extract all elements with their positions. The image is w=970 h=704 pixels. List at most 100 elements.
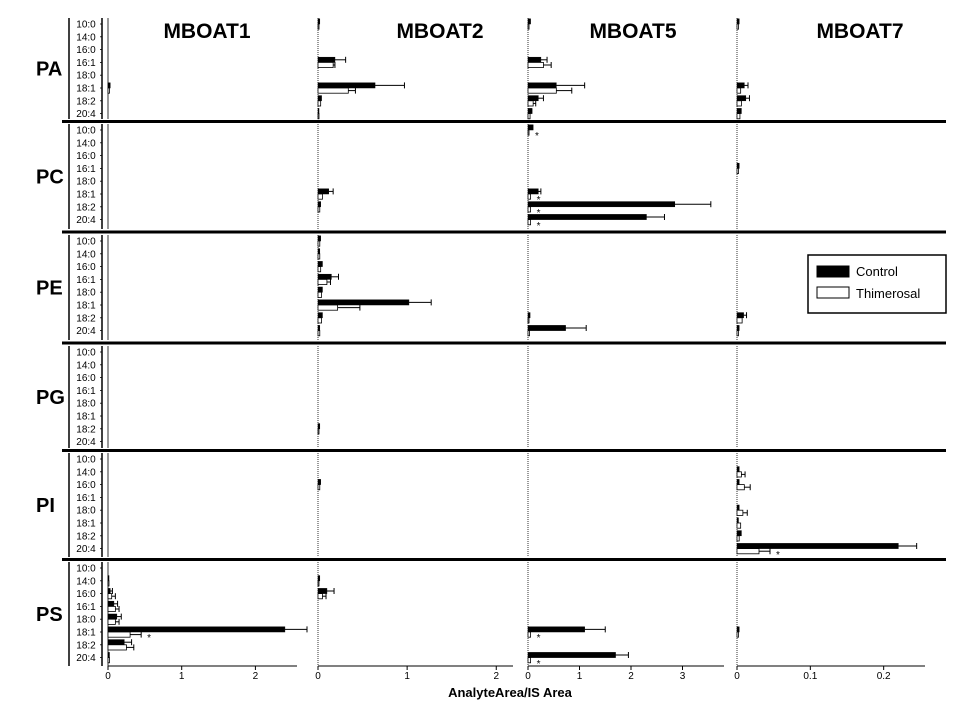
category-label: 18:2 <box>76 424 96 435</box>
category-label: 18:0 <box>76 71 96 82</box>
x-tick-label: 2 <box>253 671 259 682</box>
bar-control <box>107 652 110 658</box>
row-label-PA: PA <box>36 59 62 81</box>
x-axis-label: AnalyteArea/IS Area <box>448 685 573 700</box>
bar-control <box>317 108 320 114</box>
category-label: 18:2 <box>76 640 96 651</box>
category-label: 18:0 <box>76 288 96 299</box>
bar-thimerosal <box>736 87 742 94</box>
bar-thimerosal <box>317 484 321 491</box>
bar-thimerosal <box>107 631 131 638</box>
significance-mark: * <box>537 633 541 644</box>
significance-mark: * <box>537 195 541 206</box>
category-label: 16:0 <box>76 151 96 162</box>
category-label: 10:0 <box>76 126 96 137</box>
category-label: 16:1 <box>76 602 96 613</box>
bar-control <box>317 479 321 485</box>
bar-control <box>317 201 321 208</box>
significance-mark: * <box>537 659 541 670</box>
x-tick-label: 2 <box>493 671 499 682</box>
bar-control <box>736 162 740 169</box>
row-label-PI: PI <box>36 495 55 517</box>
bar-control <box>527 95 539 102</box>
bar-thimerosal <box>107 618 116 625</box>
significance-mark: * <box>147 633 151 644</box>
bar-control <box>736 466 740 473</box>
row-label-PE: PE <box>36 278 63 300</box>
bar-thimerosal <box>317 428 320 435</box>
column-title-mboat1: MBOAT1 <box>163 20 250 43</box>
row-label-PG: PG <box>36 387 65 409</box>
bar-thimerosal <box>527 87 557 94</box>
bar-thimerosal <box>317 253 321 260</box>
bar-thimerosal <box>317 291 322 298</box>
x-tick-label: 3 <box>680 671 686 682</box>
bar-thimerosal <box>317 330 321 337</box>
category-label: 20:4 <box>76 437 96 448</box>
category-label: 16:1 <box>76 386 96 397</box>
bar-thimerosal <box>107 606 116 613</box>
bar-thimerosal <box>527 100 534 107</box>
x-tick-label: 0 <box>525 671 531 682</box>
bar-thimerosal <box>527 657 531 664</box>
x-tick-label: 0 <box>105 671 111 682</box>
bar-thimerosal <box>107 657 110 664</box>
bar-control <box>527 201 676 208</box>
significance-mark: * <box>537 221 541 232</box>
axis-layer: 0 1 2 0 1 2 0 1 2 3 0 0.1 0.2 <box>105 665 925 682</box>
bar-thimerosal <box>317 580 320 587</box>
category-label: 14:0 <box>76 360 96 371</box>
legend-label-thimerosal: Thimerosal <box>856 286 920 301</box>
bar-control <box>107 588 111 594</box>
legend: Control Thimerosal <box>807 254 947 314</box>
significance-mark: * <box>537 208 541 219</box>
bar-thimerosal <box>527 193 531 200</box>
bar-control <box>107 639 125 646</box>
bar-thimerosal <box>527 317 530 324</box>
category-label: 18:1 <box>76 628 96 639</box>
bar-control <box>527 325 566 331</box>
legend-swatch-control <box>816 265 850 278</box>
category-label: 14:0 <box>76 467 96 478</box>
x-tick-label: 0.1 <box>803 671 817 682</box>
bar-control <box>736 517 739 524</box>
bar-thimerosal <box>736 23 739 30</box>
x-tick-label: 1 <box>179 671 185 682</box>
bar-control <box>736 325 740 331</box>
category-label: 10:0 <box>76 20 96 31</box>
bar-thimerosal <box>527 113 531 120</box>
bar-thimerosal <box>317 240 321 247</box>
bar-control <box>527 124 534 131</box>
bar-control <box>527 652 616 658</box>
row-label-PS: PS <box>36 604 63 626</box>
x-tick-label: 2 <box>628 671 634 682</box>
bar-control <box>317 273 332 280</box>
x-tick-label: 1 <box>577 671 583 682</box>
bar-control <box>317 95 322 102</box>
bar-thimerosal <box>736 484 745 491</box>
bar-thimerosal <box>736 522 742 529</box>
category-label: 16:0 <box>76 45 96 56</box>
bar-control <box>527 312 531 319</box>
x-tick-label: 0 <box>734 671 740 682</box>
x-tick-label: 0 <box>315 671 321 682</box>
column-title-mboat2: MBOAT2 <box>396 20 483 43</box>
bar-control <box>317 56 336 63</box>
category-label: 16:1 <box>76 58 96 69</box>
bar-thimerosal <box>107 593 113 600</box>
bar-thimerosal <box>736 100 742 107</box>
bar-control <box>107 600 115 607</box>
category-label: 18:0 <box>76 177 96 188</box>
bar-thimerosal <box>527 23 530 30</box>
bar-control <box>317 325 321 331</box>
bar-control <box>736 626 740 633</box>
bar-control <box>736 18 740 25</box>
category-label: 14:0 <box>76 138 96 149</box>
bar-control <box>736 530 742 537</box>
bar-thimerosal <box>736 471 742 478</box>
bar-thimerosal <box>317 87 349 94</box>
bar-control <box>317 312 323 319</box>
category-label: 18:1 <box>76 519 96 530</box>
category-label: 18:0 <box>76 615 96 626</box>
